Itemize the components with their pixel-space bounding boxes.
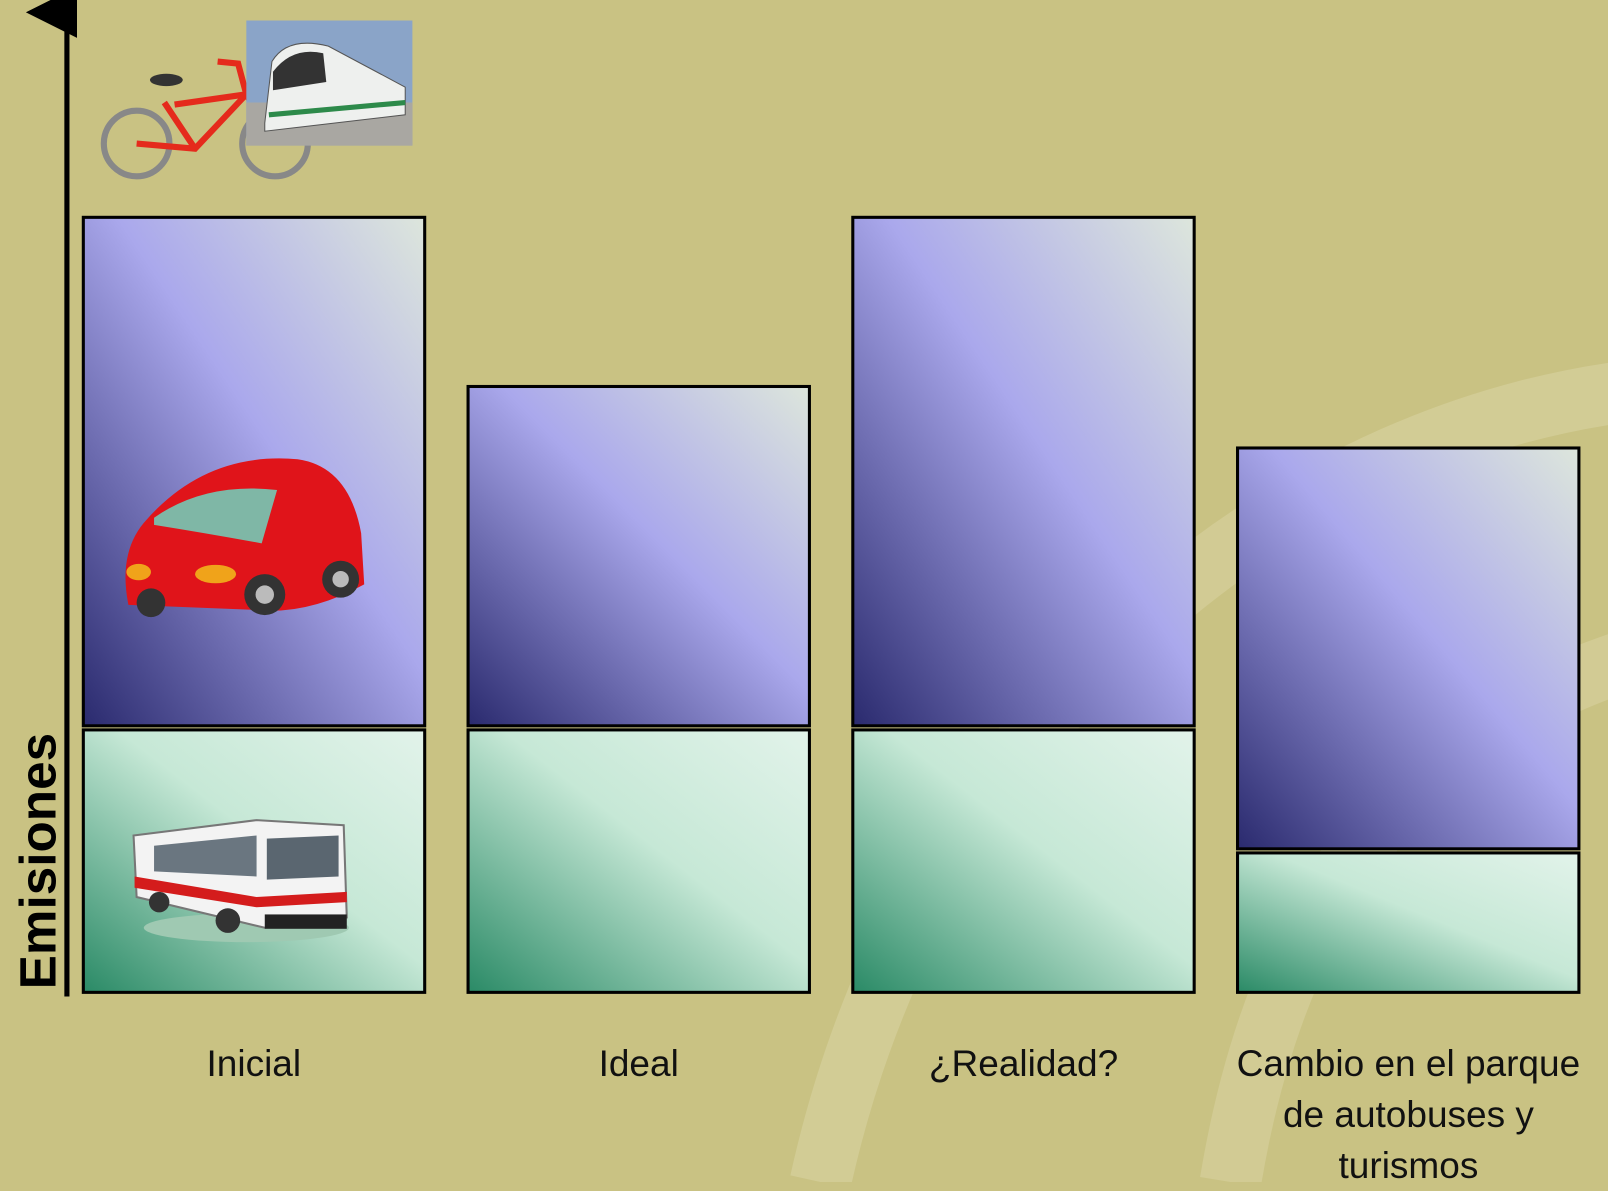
category-label: Cambio en el parque de autobuses y turis… [1236, 1042, 1581, 1186]
bus-icon [132, 819, 349, 943]
category-label: Inicial [206, 1042, 302, 1084]
car-icon [125, 458, 365, 618]
category-label: ¿Realidad? [928, 1042, 1119, 1084]
bar-segment [466, 384, 811, 728]
bar-segment [1235, 851, 1581, 994]
y-axis-label: Emisiones [10, 733, 67, 989]
bar-segment [1235, 446, 1581, 851]
bar-segment [466, 728, 811, 994]
bar-segment [851, 728, 1196, 994]
tram-image [246, 20, 413, 146]
bar-segment [851, 215, 1196, 728]
category-label: Ideal [598, 1042, 679, 1084]
